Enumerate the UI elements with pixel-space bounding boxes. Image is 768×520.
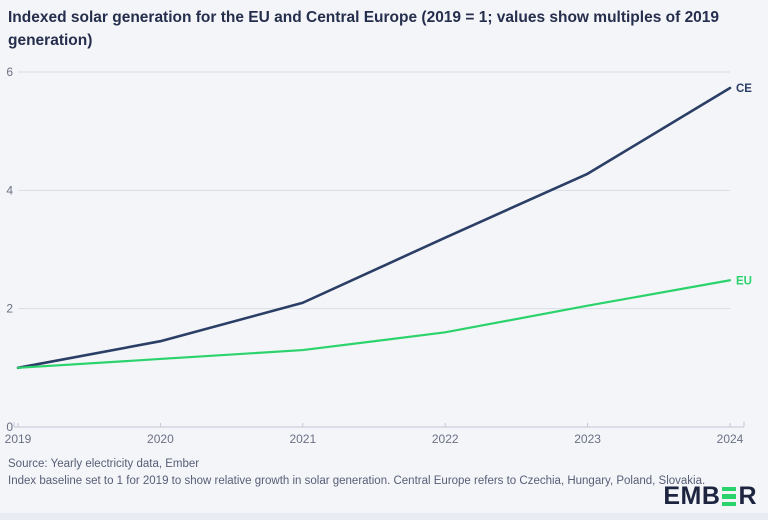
source-note: Source: Yearly electricity data, Ember bbox=[8, 458, 200, 470]
eu-series-label: EU bbox=[736, 275, 752, 287]
ce-series-label: CE bbox=[736, 83, 752, 95]
ce-line bbox=[16, 86, 732, 370]
x-tick-label-2021: 2021 bbox=[289, 432, 316, 446]
eu-line bbox=[16, 279, 732, 369]
y-tick-label-2: 2 bbox=[6, 302, 13, 316]
bottom-strip bbox=[0, 513, 768, 520]
chart-footer: Source: Yearly electricity data, Ember I… bbox=[8, 456, 708, 490]
y-tick-label-6: 6 bbox=[6, 65, 13, 79]
y-tick-label-0: 0 bbox=[6, 420, 13, 434]
x-tick-label-2024: 2024 bbox=[717, 432, 744, 446]
y-tick-label-4: 4 bbox=[6, 183, 13, 197]
chart-title: Indexed solar generation for the EU and … bbox=[8, 9, 720, 49]
line-chart: 0 2 4 6 2019 2020 2021 2022 2023 2024 CE EU bbox=[5, 65, 753, 446]
x-tick-label-2019: 2019 bbox=[5, 432, 32, 446]
ember-logo-text-end: R bbox=[738, 482, 757, 510]
methodology-note: Index baseline set to 1 for 2019 to show… bbox=[8, 475, 706, 487]
x-tick-label-2020: 2020 bbox=[147, 432, 174, 446]
x-tick-label-2022: 2022 bbox=[432, 432, 459, 446]
ember-logo-text-start: EMB bbox=[663, 482, 721, 510]
x-tick-label-2023: 2023 bbox=[574, 432, 601, 446]
ember-logo-e-icon bbox=[722, 486, 737, 507]
ember-logo: EMB R bbox=[663, 482, 757, 511]
